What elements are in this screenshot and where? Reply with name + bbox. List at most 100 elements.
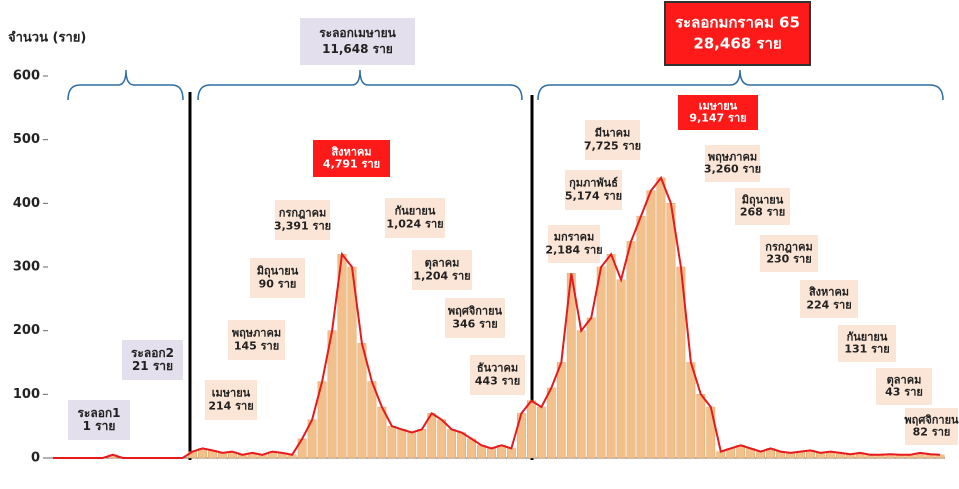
annotation-text: เมษายน (212, 386, 251, 399)
annotation-text: 443 ราย (475, 375, 520, 388)
bar (686, 362, 696, 459)
annotation-text: ระลอกเมษายน (319, 26, 396, 40)
bar (636, 215, 646, 459)
annotation-text: 7,725 ราย (584, 140, 641, 153)
annotation-box (250, 258, 305, 298)
bar (447, 429, 457, 459)
annotation-text: กรกฎาคม (279, 206, 326, 219)
bar (576, 330, 586, 459)
bar (357, 343, 367, 459)
y-tick-label: 500 (13, 132, 40, 147)
bar (337, 254, 347, 459)
bar (656, 177, 666, 459)
annotation-text: 11,648 ราย (322, 42, 393, 56)
bar (696, 394, 706, 459)
bar (666, 203, 676, 459)
annotation-text: 3,260 ราย (704, 163, 761, 176)
annotation-box (678, 95, 758, 130)
annotation-text: 2,184 ราย (545, 243, 602, 256)
annotation-text: 214 ราย (208, 400, 253, 413)
bar (556, 362, 566, 459)
annotation-text: ระลอก1 (77, 406, 120, 420)
annotation-text: 9,147 ราย (689, 111, 746, 124)
annotation: กุมภาพันธ์5,174 ราย (565, 170, 622, 210)
y-tick-label: 0 (31, 451, 40, 466)
annotation-box (313, 140, 390, 177)
annotation-box (445, 298, 505, 338)
annotation-text: ระลอกมกราคม 65 (675, 14, 800, 32)
annotation-box (565, 170, 622, 210)
bar (397, 429, 407, 459)
annotation: ระลอกเมษายน 11,648 ราย (300, 18, 415, 65)
annotation-text: 224 ราย (806, 298, 851, 311)
annotation-text: กุมภาพันธ์ (569, 176, 618, 190)
annotation-box (300, 18, 415, 65)
annotation-box (548, 225, 600, 263)
annotation-text: 5,174 ราย (565, 190, 622, 203)
bar (407, 432, 417, 459)
y-axis-label: จำนวน (ราย) (8, 30, 86, 46)
annotation-text: ระลอก2 (131, 346, 174, 360)
annotation-text: มกราคม (554, 231, 595, 244)
bar (417, 429, 427, 459)
annotation-text: 268 ราย (740, 206, 785, 219)
annotation-text: ธันวาคม (477, 361, 518, 374)
annotation-text: มีนาคม (595, 126, 631, 139)
bar (626, 241, 636, 459)
y-tick-label: 600 (13, 69, 40, 84)
annotation-box (735, 188, 790, 225)
annotation-text: มิถุนายน (742, 193, 784, 207)
annotation-text: 28,468 ราย (693, 35, 781, 53)
annotation-text: 1 ราย (83, 419, 116, 433)
annotation-box (385, 198, 445, 238)
annotation-box (275, 200, 330, 240)
annotation-box (664, 1, 811, 66)
annotation-text: ตุลาคม (425, 256, 460, 270)
annotation-text: 4,791 ราย (323, 158, 380, 171)
annotation-text: 43 ราย (885, 386, 923, 399)
bar (596, 266, 606, 459)
bar (536, 406, 546, 459)
annotation-text: พฤษภาคม (232, 326, 281, 339)
annotation-text: 131 ราย (844, 343, 889, 356)
annotation-text: พฤษภาคม (708, 150, 757, 163)
annotation-text: กันยายน (395, 204, 436, 217)
annotation-box (228, 320, 285, 360)
annotation-text: กรกฎาคม (765, 240, 812, 253)
annotation-text: 1,204 ราย (413, 270, 470, 283)
annotation-box (838, 325, 896, 362)
annotation-text: 3,391 ราย (274, 220, 331, 233)
annotation-text: 90 ราย (259, 278, 297, 291)
annotation-box (122, 340, 183, 380)
bar (507, 448, 516, 459)
bar (935, 454, 945, 459)
annotation-box (412, 250, 472, 290)
annotation-text: พฤศจิกายน (448, 304, 503, 317)
bar (457, 432, 467, 459)
annotation-text: สิงหาคม (331, 145, 371, 158)
annotation-text: 145 ราย (234, 340, 279, 353)
braces (67, 69, 944, 101)
y-tick-label: 100 (13, 387, 40, 402)
bar (616, 279, 626, 459)
y-tick-label: 200 (13, 323, 40, 338)
annotation-box (68, 400, 130, 440)
bar (586, 317, 596, 459)
annotation-text: สิงหาคม (809, 286, 849, 299)
annotation-box (800, 280, 858, 318)
annotation-text: 346 ราย (452, 318, 497, 331)
